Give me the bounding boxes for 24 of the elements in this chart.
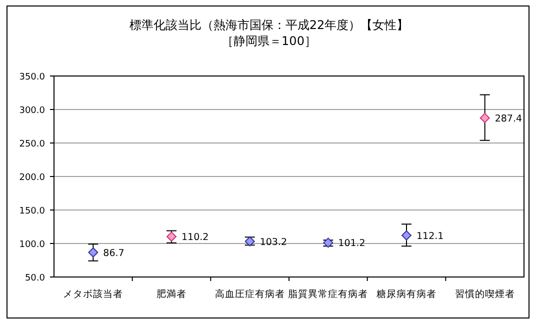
- x-tick-label: メタボ該当者: [63, 288, 124, 300]
- data-label: 110.2: [182, 232, 209, 244]
- y-tick-label: 250.0: [19, 140, 46, 150]
- data-label: 103.2: [260, 236, 288, 248]
- data-label: 112.1: [416, 230, 444, 242]
- x-tick-label: 肥満者: [156, 288, 186, 300]
- y-tick-label: 100.0: [19, 240, 46, 250]
- x-tick-label: 習慣的喫煙者: [454, 288, 515, 300]
- x-tick-label: 糖尿病有病者: [376, 288, 436, 300]
- point: [480, 112, 490, 123]
- chart-subtitle: ［静岡県＝100］: [222, 34, 316, 48]
- y-tick-label: 50.0: [24, 274, 46, 284]
- point: [88, 247, 98, 258]
- data-label: 86.7: [103, 248, 124, 259]
- x-tick-label: 脂質異常症有病者: [288, 288, 368, 300]
- y-tick-label: 350.0: [19, 72, 46, 82]
- data-label: 101.2: [338, 238, 366, 250]
- x-tick-label: 高血圧症有病者: [214, 288, 285, 300]
- chart-title: 標準化該当比（熱海市国保：平成22年度）【女性】: [129, 18, 409, 32]
- data-label: 287.4: [494, 113, 522, 124]
- y-tick-label: 150.0: [19, 206, 46, 216]
- y-tick-label: 200.0: [19, 173, 46, 183]
- point: [402, 230, 412, 240]
- y-tick-label: 300.0: [19, 106, 46, 116]
